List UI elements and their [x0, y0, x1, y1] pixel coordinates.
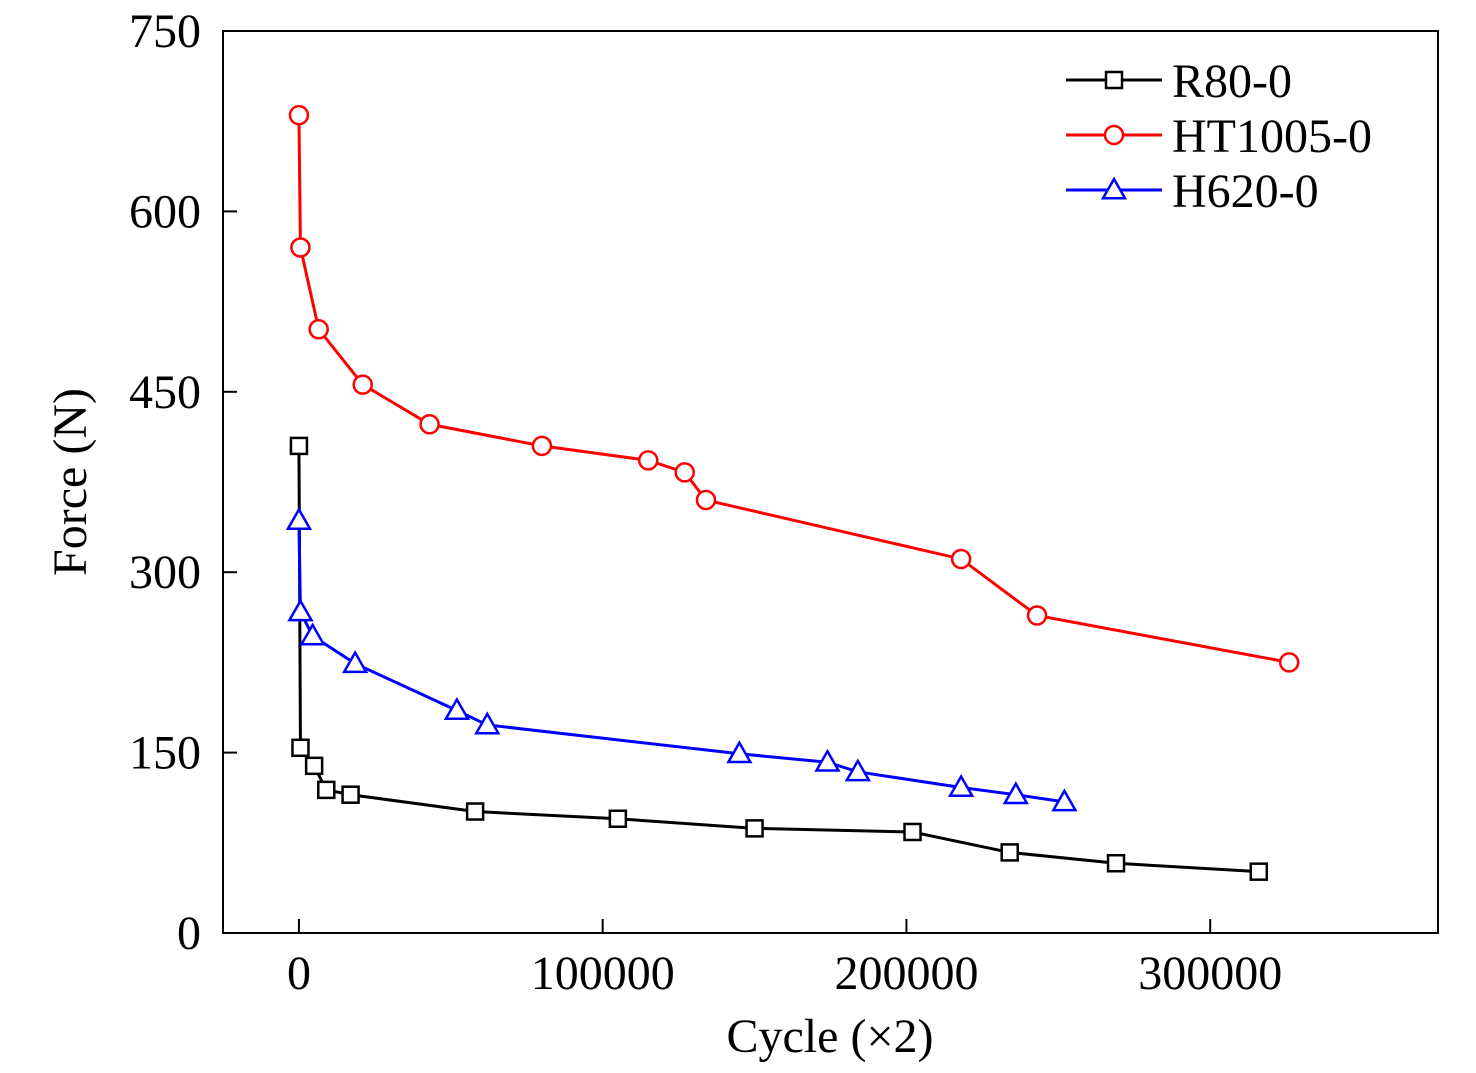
y-tick-label: 0: [177, 907, 201, 960]
data-point-r80-0: [341, 785, 360, 804]
x-axis-title: Cycle (×2): [727, 1010, 934, 1063]
series-line-h620-0: [297, 520, 1065, 804]
x-axis-ticks: 0 100000 200000 300000: [287, 919, 1282, 1000]
y-axis-title: Force (N): [44, 388, 97, 576]
data-point-h620-0: [947, 773, 975, 797]
data-point-h620-0: [814, 748, 841, 772]
data-point-h620-0: [287, 598, 314, 622]
x-tick-label: 100000: [531, 947, 675, 1000]
data-point-h620-0: [285, 506, 313, 530]
data-point-r80-0: [608, 809, 628, 828]
x-tick-label: 300000: [1138, 947, 1282, 1000]
data-point-r80-0: [1249, 862, 1269, 881]
data-point-ht1005-0: [531, 435, 553, 457]
data-point-ht1005-0: [950, 548, 972, 570]
legend-label: R80-0: [1172, 55, 1292, 108]
data-point-r80-0: [291, 738, 310, 758]
legend-marker: [1100, 176, 1128, 200]
data-point-ht1005-0: [290, 237, 311, 258]
legend-label: HT1005-0: [1172, 110, 1372, 163]
data-point-ht1005-0: [1278, 652, 1300, 673]
plot-area-frame: [222, 30, 1439, 934]
data-point-r80-0: [289, 436, 309, 456]
data-point-h620-0: [299, 622, 326, 646]
data-point-h620-0: [844, 758, 871, 782]
data-point-ht1005-0: [288, 104, 310, 126]
series-layer: [285, 104, 1300, 881]
y-axis-ticks: 0 150 300 450 600 750: [129, 5, 237, 960]
data-point-ht1005-0: [1026, 605, 1048, 626]
data-point-r80-0: [1106, 853, 1126, 873]
data-point-ht1005-0: [638, 450, 659, 471]
data-point-r80-0: [317, 780, 336, 800]
y-tick-label: 150: [129, 727, 201, 780]
data-point-ht1005-0: [674, 462, 695, 483]
y-tick-label: 450: [129, 366, 201, 419]
legend-marker: [1103, 124, 1125, 146]
data-point-h620-0: [474, 711, 501, 735]
data-point-h620-0: [1002, 781, 1029, 805]
series-line-ht1005-0: [297, 115, 1290, 664]
data-point-h620-0: [341, 650, 369, 674]
data-point-ht1005-0: [308, 319, 329, 340]
series-ht1005-0: [288, 104, 1300, 673]
data-point-h620-0: [726, 740, 753, 764]
x-tick-label: 200000: [834, 947, 978, 1000]
data-point-r80-0: [903, 822, 922, 842]
data-point-h620-0: [1051, 788, 1078, 812]
y-tick-label: 300: [129, 546, 201, 599]
data-point-r80-0: [1000, 843, 1019, 862]
data-point-ht1005-0: [352, 374, 373, 395]
x-tick-label: 0: [287, 947, 311, 1000]
series-line-r80-0: [297, 445, 1259, 874]
data-point-ht1005-0: [419, 414, 440, 435]
data-point-ht1005-0: [695, 489, 717, 511]
series-h620-0: [285, 506, 1078, 812]
y-tick-label: 600: [129, 185, 201, 238]
legend-label: H620-0: [1172, 165, 1319, 218]
data-point-r80-0: [465, 802, 485, 821]
data-point-r80-0: [745, 819, 764, 838]
series-r80-0: [289, 436, 1269, 881]
legend-marker: [1104, 70, 1124, 90]
data-point-h620-0: [443, 696, 471, 721]
data-point-r80-0: [304, 756, 324, 776]
y-tick-label: 750: [129, 5, 201, 58]
